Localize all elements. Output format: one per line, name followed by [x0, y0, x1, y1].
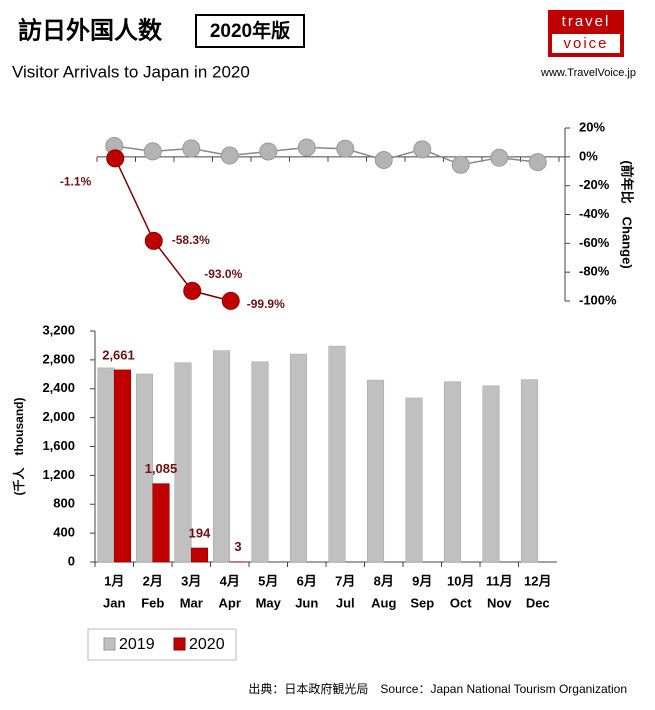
x-tick-label-en: Jun — [295, 595, 318, 610]
x-tick-label: 10月 — [447, 573, 474, 588]
series-line — [114, 158, 231, 302]
marker — [221, 291, 240, 310]
bar — [97, 367, 115, 563]
y2-tick-label: -60% — [579, 235, 610, 250]
marker — [336, 139, 355, 158]
x-tick-label: 7月 — [335, 573, 355, 588]
marker — [451, 155, 470, 174]
marker — [259, 142, 278, 161]
y2-tick-label: 20% — [579, 119, 605, 134]
title: 訪日外国人数 — [18, 16, 163, 44]
y2-tick-label: 0% — [579, 148, 598, 163]
marker — [143, 142, 162, 161]
marker — [528, 153, 547, 172]
data-label: -93.0% — [204, 267, 242, 281]
y-tick-label: 2,800 — [42, 351, 75, 366]
data-label: -99.9% — [247, 297, 285, 311]
legend-label: 2019 — [119, 636, 155, 653]
x-tick-label-en: Oct — [450, 595, 472, 610]
x-tick-label: 1月 — [104, 573, 124, 588]
bar — [190, 547, 209, 563]
marker — [413, 140, 432, 159]
x-tick-label-en: Dec — [526, 595, 550, 610]
bar — [174, 362, 192, 563]
y2-tick-label: -40% — [579, 206, 610, 221]
legend-swatch — [103, 637, 116, 651]
source: 出典：日本政府観光局 Source：Japan National Tourism… — [248, 681, 627, 696]
bar — [366, 379, 385, 563]
x-tick-label: 8月 — [374, 573, 394, 588]
logo-bottom: voice — [563, 35, 608, 52]
bar — [405, 397, 423, 563]
bar — [152, 483, 170, 563]
marker — [220, 146, 239, 165]
x-tick-label: 4月 — [220, 573, 240, 588]
bar — [482, 385, 500, 563]
x-tick-label-en: Sep — [410, 595, 434, 610]
y-tick-label: 800 — [53, 496, 75, 511]
x-tick-label: 6月 — [297, 573, 317, 588]
y-tick-label: 2,000 — [42, 409, 75, 424]
y-tick-label: 1,200 — [42, 467, 75, 482]
x-tick-label: 9月 — [412, 573, 432, 588]
y-axis-label: (千人 thousand) — [11, 398, 26, 496]
series-line — [114, 145, 538, 166]
marker — [182, 139, 201, 158]
y-tick-label: 1,600 — [42, 438, 75, 453]
logo-inner — [552, 34, 620, 53]
bar — [289, 353, 308, 563]
x-tick-label: 2月 — [143, 573, 163, 588]
x-tick-label: 5月 — [258, 573, 278, 588]
subtitle: Visitor Arrivals to Japan in 2020 — [12, 62, 250, 81]
bar — [251, 361, 269, 563]
y-tick-label: 400 — [53, 525, 75, 540]
y-tick-label: 0 — [68, 553, 75, 568]
x-tick-label-en: Nov — [487, 595, 512, 610]
x-tick-label: 12月 — [524, 573, 551, 588]
marker — [183, 281, 202, 300]
logo-top: travel — [562, 13, 611, 30]
marker — [374, 151, 393, 170]
legend-label: 2020 — [189, 636, 225, 653]
data-label: -58.3% — [172, 233, 210, 247]
bar — [135, 373, 154, 563]
x-tick-label-en: Feb — [141, 595, 164, 610]
y2-tick-label: -80% — [579, 264, 610, 279]
marker — [490, 148, 509, 167]
marker — [144, 231, 163, 250]
x-tick-label-en: May — [256, 595, 282, 610]
y-tick-label: 3,200 — [42, 322, 75, 337]
x-tick-label-en: Jul — [336, 595, 355, 610]
x-tick-label-en: Jan — [103, 595, 125, 610]
data-label: 194 — [189, 525, 211, 540]
bar — [328, 345, 346, 563]
badge: 2020年版 — [210, 19, 290, 42]
data-label: 1,085 — [145, 461, 178, 476]
y-tick-label: 2,400 — [42, 380, 75, 395]
x-tick-label: 3月 — [181, 573, 201, 588]
data-label: 3 — [234, 539, 241, 554]
y2-tick-label: -20% — [579, 177, 610, 192]
data-label: 2,661 — [102, 347, 135, 362]
url: www.TravelVoice.jp — [540, 67, 636, 79]
y2-axis-label: (前年比 Change) — [620, 160, 635, 268]
bar — [212, 350, 231, 563]
bar — [113, 369, 132, 563]
y2-tick-label: -100% — [579, 292, 617, 307]
x-tick-label-en: Apr — [219, 595, 241, 610]
x-tick-label: 11月 — [486, 573, 513, 588]
data-label: -1.1% — [60, 175, 92, 189]
x-tick-label-en: Aug — [371, 595, 396, 610]
badge-box — [195, 14, 305, 48]
marker — [297, 138, 316, 157]
legend-swatch — [173, 637, 186, 651]
bar — [443, 381, 462, 563]
x-tick-label-en: Mar — [180, 595, 203, 610]
marker — [106, 149, 125, 168]
bar — [520, 379, 539, 563]
